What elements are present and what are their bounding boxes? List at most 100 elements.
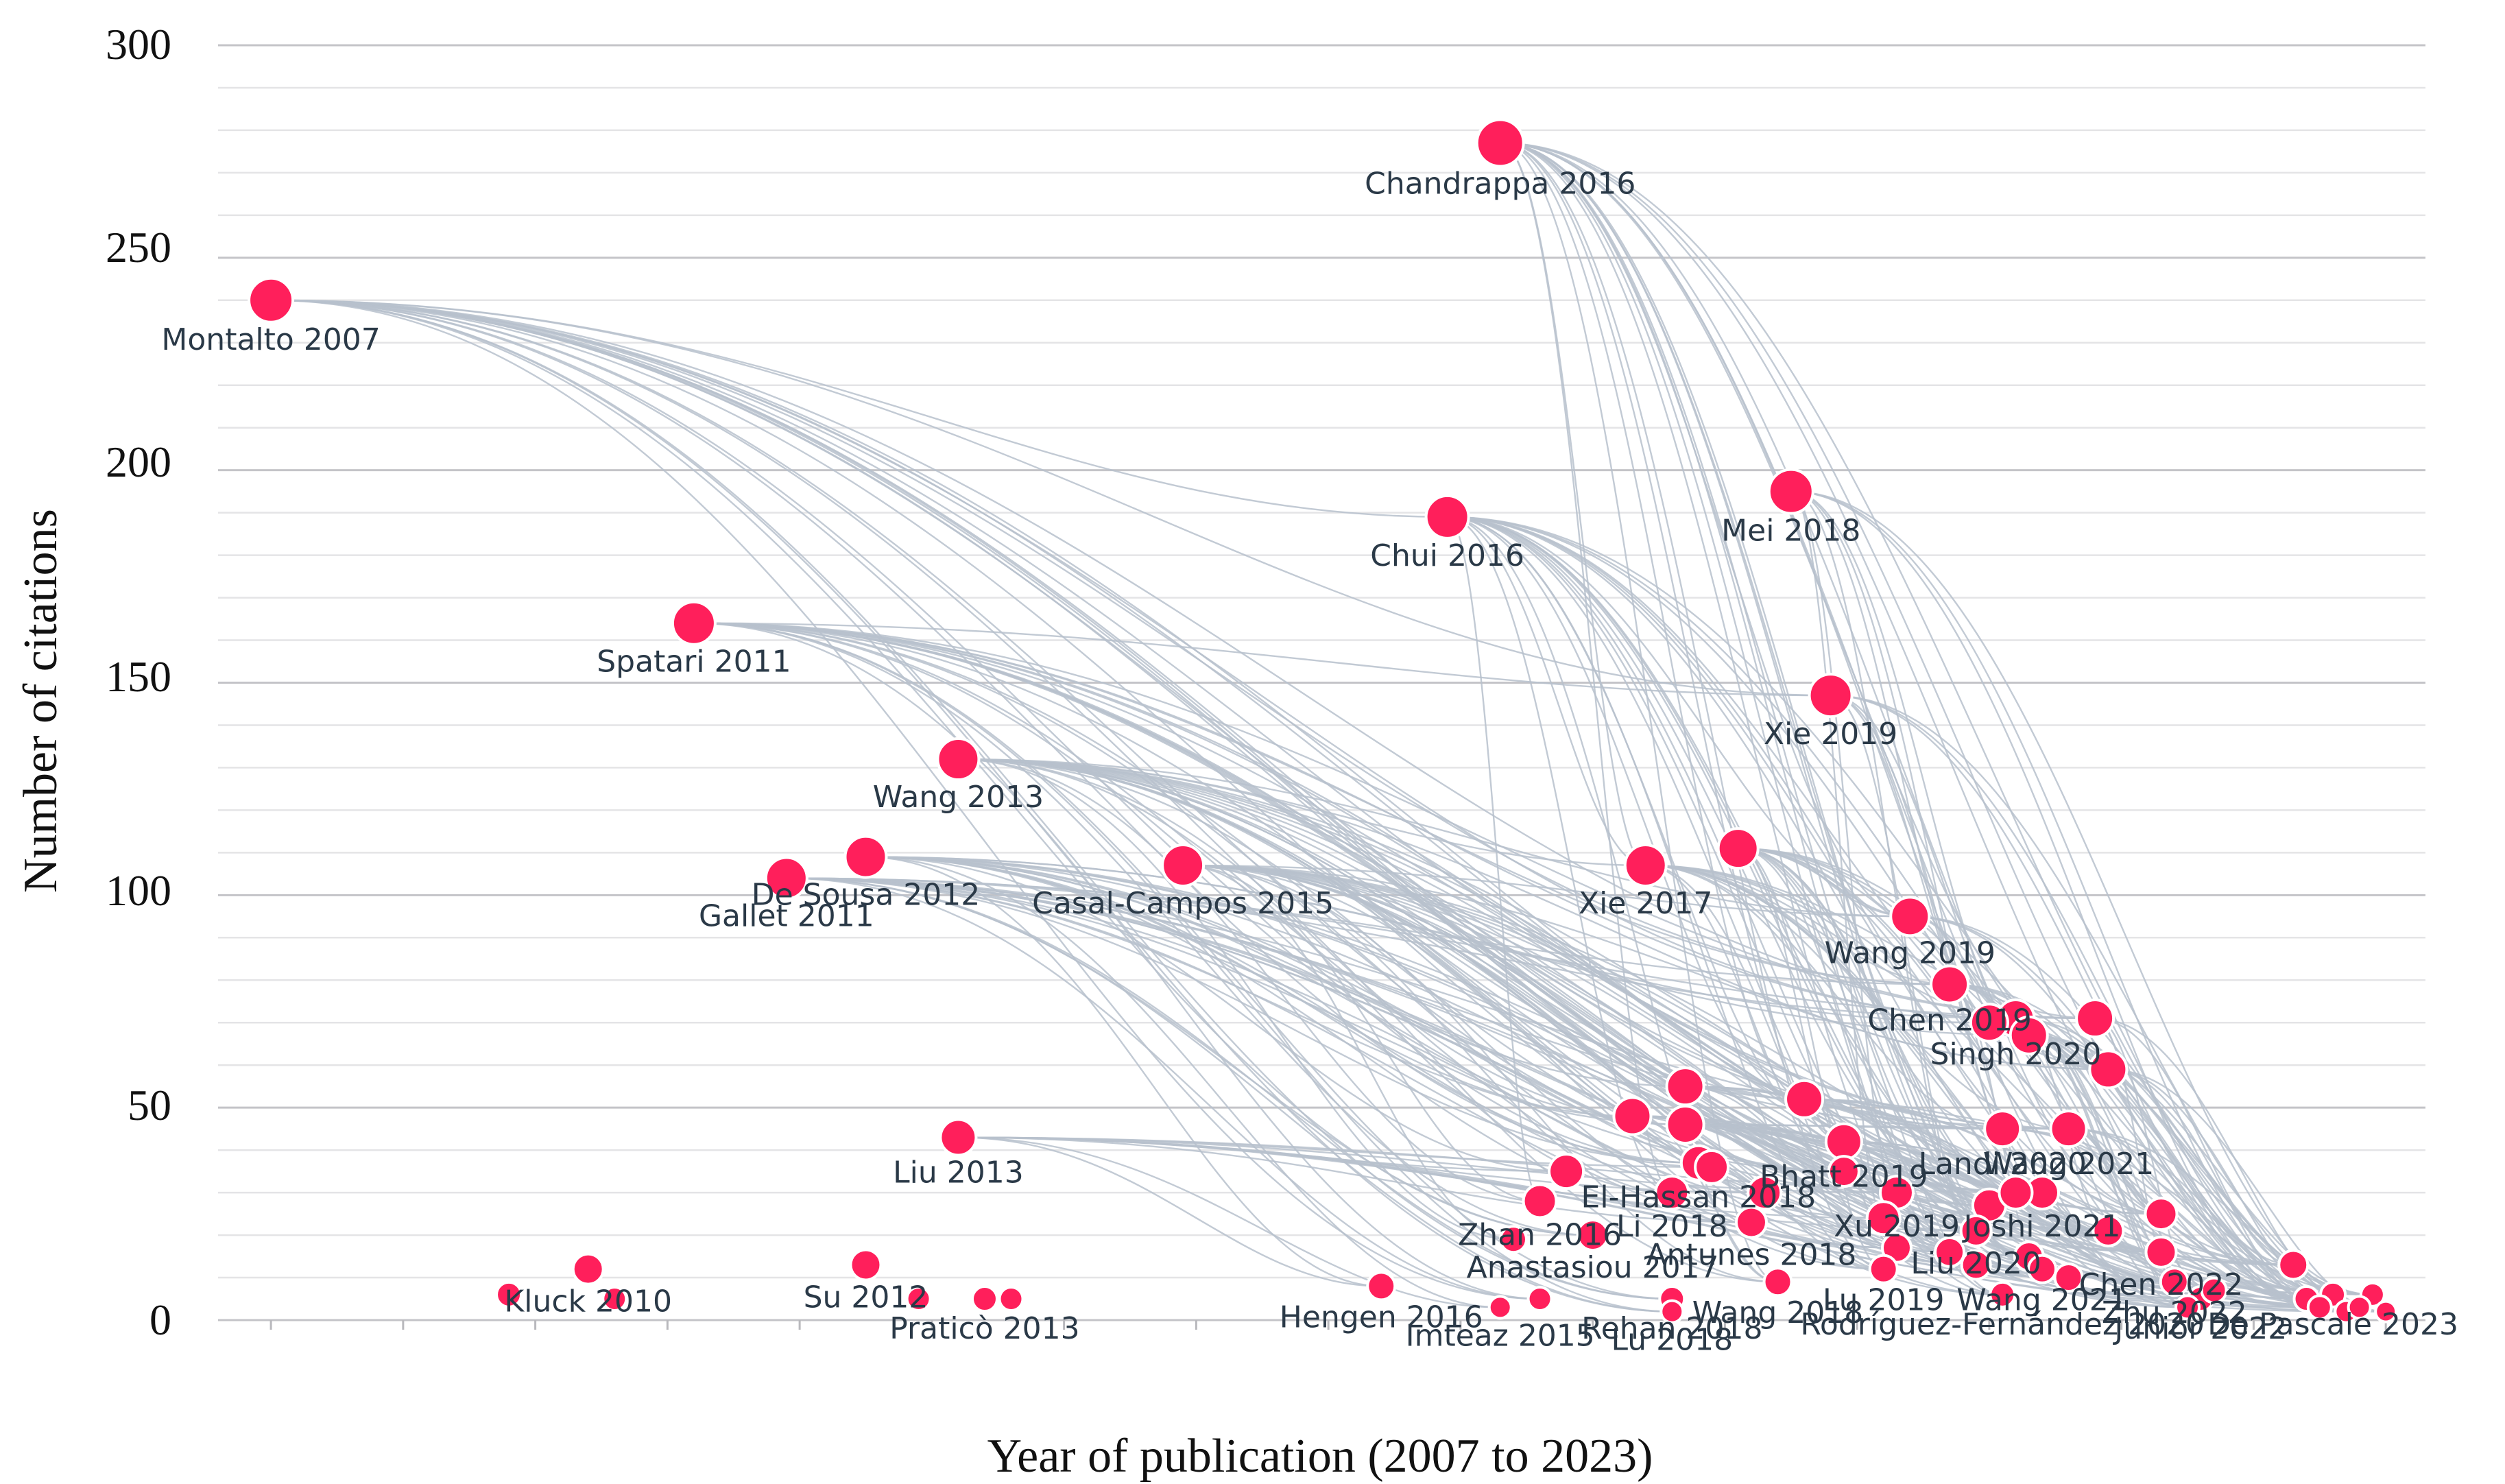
publication-point[interactable] (2009, 1015, 2049, 1055)
publication-point[interactable] (2174, 1294, 2201, 1321)
publication-point[interactable] (905, 1286, 932, 1313)
publication-point[interactable] (1475, 118, 1525, 168)
publication-point[interactable] (1983, 1110, 2022, 1149)
publication-point[interactable] (2374, 1300, 2398, 1324)
publication-label: Zhu 2022 (2102, 1295, 2247, 1330)
citation-link (865, 856, 2043, 1194)
publication-point[interactable] (1424, 494, 1470, 540)
publication-point[interactable] (2159, 1267, 2190, 1297)
publication-point[interactable] (671, 600, 717, 646)
citation-link (1738, 847, 2109, 1070)
publication-point[interactable] (1889, 896, 1931, 937)
publication-point[interactable] (1576, 1219, 1609, 1252)
citation-link (786, 877, 2069, 1279)
publication-point[interactable] (936, 737, 981, 782)
publication-label: Rehan 2018 (1581, 1311, 1762, 1346)
publication-point[interactable] (2049, 1110, 2088, 1149)
citation-link (1804, 1098, 2109, 1232)
publication-point[interactable] (843, 835, 888, 879)
publication-point[interactable] (970, 1285, 998, 1313)
citation-link (865, 856, 1500, 1308)
publication-point[interactable] (1767, 468, 1814, 515)
publication-point[interactable] (1522, 1183, 1558, 1219)
publication-point[interactable] (248, 276, 295, 324)
publication-point[interactable] (2092, 1214, 2125, 1247)
publication-point[interactable] (1612, 1096, 1653, 1136)
publication-point[interactable] (1734, 1206, 1768, 1239)
publication-point[interactable] (2075, 998, 2116, 1039)
publication-point[interactable] (1654, 1175, 1690, 1211)
x-axis-title: Year of publication (2007 to 2023) (987, 1430, 1653, 1483)
publication-label: Junior 2022 (2112, 1311, 2287, 1346)
publication-label: Li 2018 (1616, 1209, 1728, 1244)
publication-label: Su 2012 (804, 1280, 928, 1315)
publication-point[interactable] (1716, 827, 1760, 870)
citation-link (1447, 516, 2188, 1308)
publication-point[interactable] (1824, 1122, 1863, 1161)
publication-label: Montalto 2007 (161, 322, 380, 357)
publication-point[interactable] (1784, 1079, 1825, 1119)
publication-point[interactable] (2277, 1249, 2310, 1281)
citation-link (786, 877, 2069, 1130)
publication-point[interactable] (1808, 673, 1854, 719)
publication-label: Wang 2019 (1825, 935, 1995, 970)
publication-point[interactable] (1930, 964, 1970, 1005)
publication-point[interactable] (1969, 1003, 2009, 1043)
citation-link (271, 299, 1950, 985)
publication-point[interactable] (1548, 1153, 1585, 1190)
citation-link (865, 856, 1382, 1287)
publication-point[interactable] (571, 1252, 605, 1286)
publication-point[interactable] (998, 1286, 1024, 1313)
publication-label: Imteaz 2015 (1406, 1318, 1595, 1353)
publication-point[interactable] (2027, 1254, 2058, 1284)
publication-point[interactable] (1960, 1249, 1992, 1281)
publication-point[interactable] (2200, 1276, 2228, 1304)
publication-point[interactable] (2306, 1294, 2333, 1321)
publication-point[interactable] (1526, 1286, 1553, 1313)
publication-point[interactable] (1827, 1155, 1860, 1188)
citation-link (865, 856, 1897, 1194)
publication-point[interactable] (1659, 1299, 1685, 1324)
publication-point[interactable] (1665, 1066, 1705, 1107)
y-tick-label: 200 (106, 438, 171, 486)
citation-link (2028, 1034, 2307, 1300)
publication-point[interactable] (849, 1248, 883, 1282)
publication-point[interactable] (1959, 1214, 1993, 1247)
publication-point[interactable] (939, 1118, 978, 1157)
publication-point[interactable] (1868, 1254, 1899, 1284)
publication-point[interactable] (2144, 1197, 2179, 1232)
publication-label: Mei 2018 (1721, 514, 1860, 549)
citation-link (1738, 847, 1884, 1270)
publication-point[interactable] (1694, 1149, 1730, 1185)
citation-link (1183, 864, 2109, 1070)
citation-link (865, 856, 2347, 1313)
publication-point[interactable] (2088, 1049, 2129, 1090)
citation-link (1645, 864, 2201, 1300)
citation-link (1685, 1085, 1884, 1219)
publication-point[interactable] (1998, 1175, 2034, 1211)
citation-link (271, 299, 1831, 697)
publication-point[interactable] (1623, 843, 1668, 887)
publication-point[interactable] (2347, 1295, 2372, 1320)
publication-point[interactable] (1161, 843, 1206, 887)
publication-point[interactable] (2053, 1262, 2084, 1293)
publication-label: Xie 2017 (1579, 886, 1712, 921)
publication-point[interactable] (1934, 1236, 1966, 1268)
publication-point[interactable] (1665, 1104, 1705, 1145)
publication-point[interactable] (764, 856, 808, 900)
publication-point[interactable] (1989, 1280, 2017, 1308)
publication-point[interactable] (1487, 1295, 1513, 1320)
publication-point[interactable] (495, 1280, 523, 1308)
publication-label: Kluck 2010 (504, 1284, 672, 1319)
publication-points (248, 118, 2398, 1324)
publication-label: Wang 2021 (1983, 1147, 2154, 1182)
publication-point[interactable] (1366, 1271, 1397, 1302)
publication-point[interactable] (1762, 1267, 1793, 1297)
publication-point[interactable] (1498, 1225, 1528, 1254)
citation-link (1910, 915, 2347, 1313)
publication-point[interactable] (2144, 1235, 2178, 1269)
publication-point[interactable] (601, 1286, 628, 1313)
citation-link (693, 622, 2096, 1020)
publication-point[interactable] (1747, 1175, 1783, 1211)
publication-point[interactable] (1865, 1200, 1902, 1236)
